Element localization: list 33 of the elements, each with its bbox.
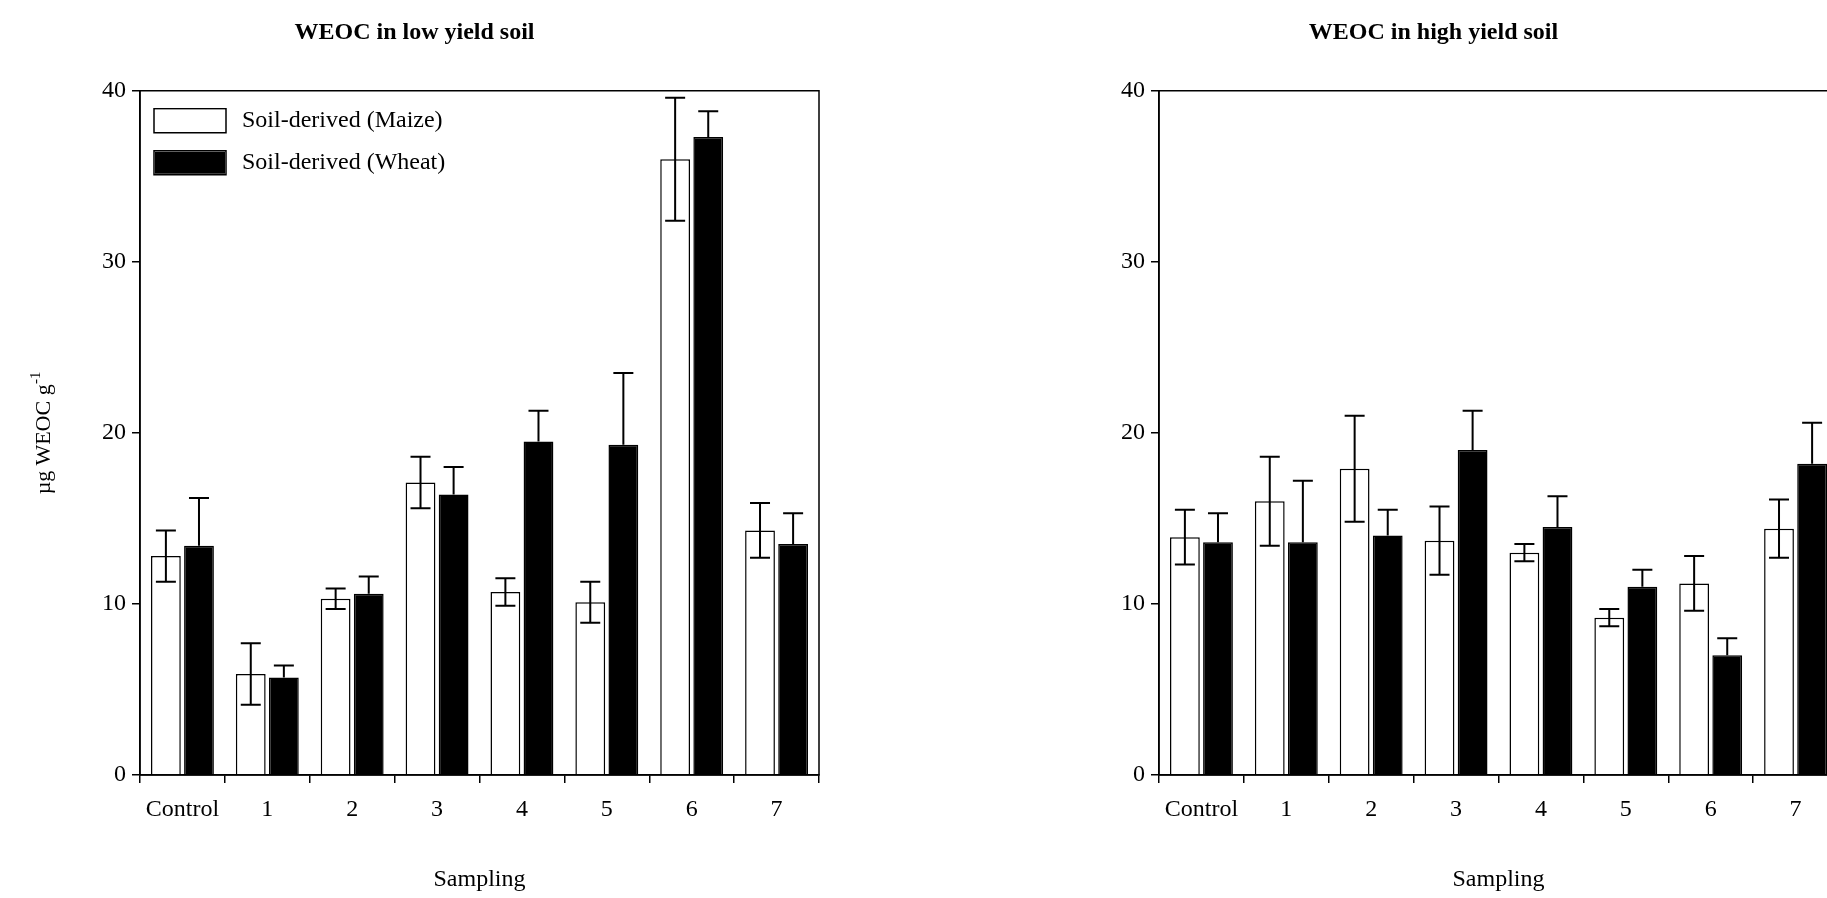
x-tick-label: 2 bbox=[1365, 794, 1378, 821]
x-tick-label: 5 bbox=[1619, 794, 1632, 821]
x-tick-label: Control bbox=[145, 794, 220, 821]
y-tick-label: 30 bbox=[102, 247, 126, 274]
x-axis-title: Sampling bbox=[1452, 864, 1545, 891]
x-tick-label: 6 bbox=[1704, 794, 1717, 821]
x-tick-label: 3 bbox=[1450, 794, 1463, 821]
x-tick-label: 7 bbox=[770, 794, 783, 821]
legend-label: Soil-derived (Wheat) bbox=[242, 148, 446, 175]
legend-label: Soil-derived (Maize) bbox=[242, 106, 443, 133]
y-tick-label: 20 bbox=[102, 418, 126, 445]
y-tick-label: 30 bbox=[1121, 247, 1145, 274]
y-tick-label: 40 bbox=[102, 76, 126, 103]
y-tick-label: 10 bbox=[1121, 589, 1145, 616]
chart-title: WEOC in low yield soil bbox=[294, 17, 535, 44]
x-tick-label: 6 bbox=[685, 794, 698, 821]
x-tick-label: 1 bbox=[261, 794, 274, 821]
x-axis-title: Sampling bbox=[433, 864, 526, 891]
y-tick-label: 0 bbox=[1133, 760, 1145, 787]
y-tick-label: 0 bbox=[114, 760, 126, 787]
x-tick-label: 5 bbox=[600, 794, 613, 821]
chart-title: WEOC in high yield soil bbox=[1308, 17, 1559, 44]
x-tick-label: 7 bbox=[1789, 794, 1802, 821]
y-tick-label: 10 bbox=[102, 589, 126, 616]
x-tick-label: Control bbox=[1164, 794, 1239, 821]
x-tick-label: 3 bbox=[431, 794, 444, 821]
y-axis-title: µg WEOC g-1 bbox=[27, 371, 55, 495]
x-tick-label: 1 bbox=[1280, 794, 1293, 821]
x-tick-label: 2 bbox=[346, 794, 359, 821]
x-tick-label: 4 bbox=[515, 794, 528, 821]
x-tick-label: 4 bbox=[1534, 794, 1547, 821]
y-tick-label: 20 bbox=[1121, 418, 1145, 445]
y-tick-label: 40 bbox=[1121, 76, 1145, 103]
